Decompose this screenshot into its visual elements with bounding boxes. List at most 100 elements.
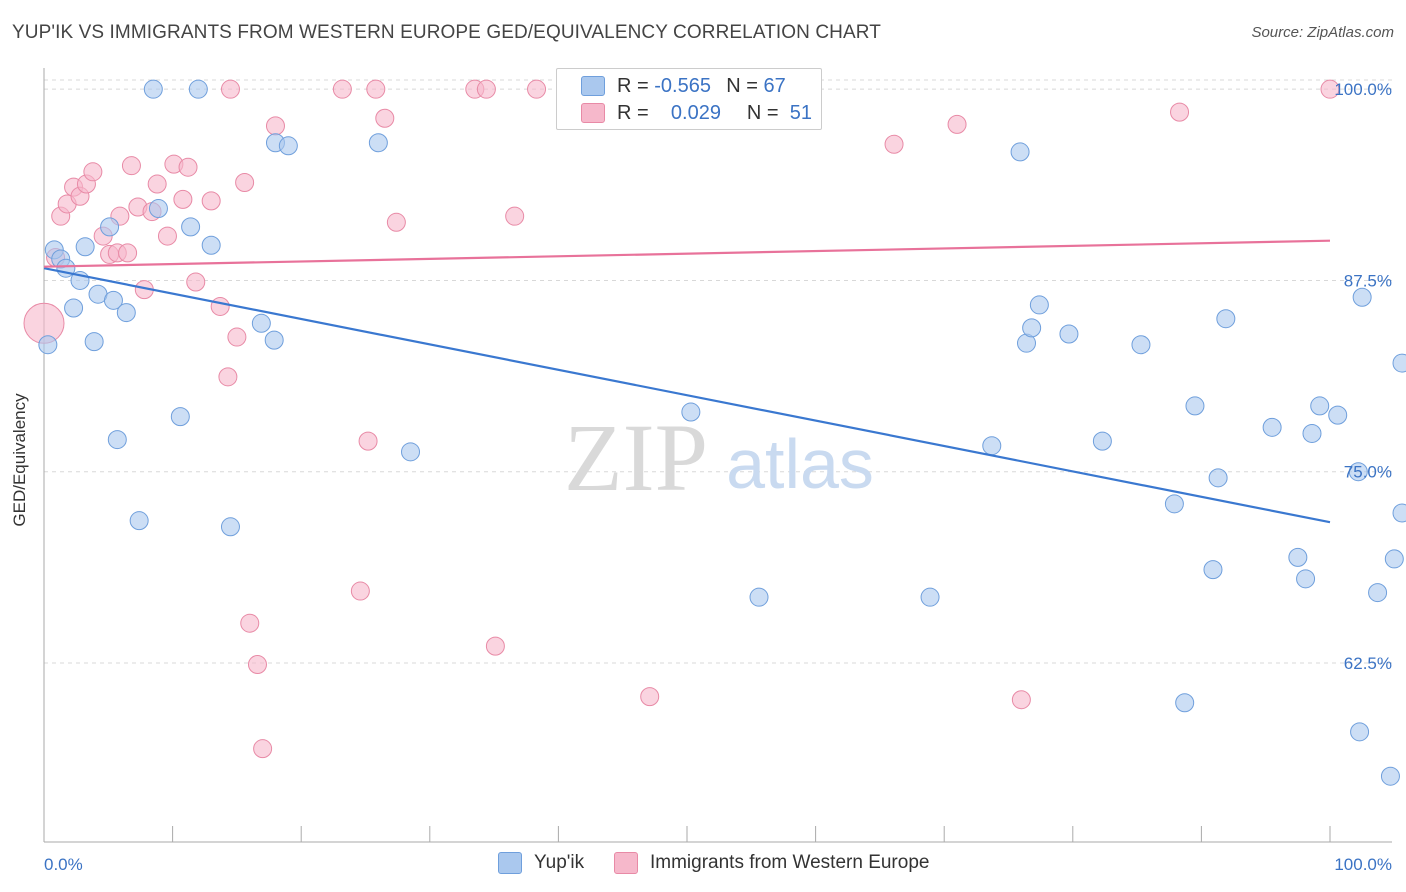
series-swatch-pink — [614, 852, 638, 874]
point-western-europe — [240, 613, 260, 633]
series-legend-label: Immigrants from Western Europe — [650, 852, 930, 873]
watermark-zip: ZIP — [564, 404, 708, 511]
point-yupik — [1175, 693, 1195, 713]
point-yupik — [1262, 417, 1282, 437]
point-western-europe — [253, 739, 273, 759]
legend-r-label: R = — [617, 74, 649, 97]
point-yupik — [1185, 396, 1205, 416]
series-legend-item-yupik: Yup'ik — [498, 852, 584, 874]
point-western-europe — [350, 581, 370, 601]
point-western-europe — [186, 272, 206, 292]
point-yupik — [220, 517, 240, 537]
point-western-europe — [118, 243, 138, 263]
chart-source: Source: ZipAtlas.com — [1251, 24, 1394, 41]
point-western-europe — [178, 157, 198, 177]
point-yupik — [278, 136, 298, 156]
point-western-europe — [527, 79, 547, 99]
point-western-europe — [485, 636, 505, 656]
point-yupik — [920, 587, 940, 607]
series-legend: Yup'ik Immigrants from Western Europe — [0, 852, 1406, 878]
point-yupik — [75, 237, 95, 257]
legend-n-value: 67 — [763, 74, 786, 97]
point-yupik — [368, 133, 388, 153]
point-western-europe — [332, 79, 352, 99]
y-tick-label: 100.0% — [1334, 80, 1392, 99]
point-yupik — [1203, 560, 1223, 580]
legend-r-label: R = — [617, 101, 649, 124]
point-western-europe — [83, 162, 103, 182]
point-yupik — [401, 442, 421, 462]
point-yupik — [103, 290, 123, 310]
y-tick-label: 75.0% — [1344, 463, 1392, 482]
data-points — [23, 79, 1406, 786]
legend-swatch-blue — [581, 76, 605, 96]
point-western-europe — [947, 114, 967, 134]
point-yupik — [1022, 318, 1042, 338]
point-yupik — [1092, 431, 1112, 451]
point-yupik — [1368, 583, 1388, 603]
point-yupik — [1302, 423, 1322, 443]
point-yupik — [1392, 353, 1406, 373]
trend-line-yupik — [43, 267, 1331, 524]
x-tick-label-min: 0.0% — [44, 855, 83, 874]
series-swatch-blue — [498, 852, 522, 874]
point-yupik — [251, 313, 271, 333]
point-western-europe — [235, 173, 255, 193]
point-yupik — [1380, 766, 1400, 786]
point-yupik — [1164, 494, 1184, 514]
point-western-europe — [358, 431, 378, 451]
point-yupik — [201, 235, 221, 255]
point-yupik — [1328, 405, 1348, 425]
legend-row-western-europe: R = 0.029 N = 51 — [581, 101, 812, 125]
point-western-europe — [1320, 79, 1340, 99]
point-western-europe — [366, 79, 386, 99]
point-western-europe — [640, 687, 660, 707]
axes — [43, 68, 1392, 843]
point-yupik — [1208, 468, 1228, 488]
point-yupik — [264, 330, 284, 350]
legend-row-yupik: R = -0.565 N = 67 — [581, 74, 786, 98]
point-yupik — [1010, 142, 1030, 162]
point-western-europe — [1170, 102, 1190, 122]
correlation-legend: R = -0.565 N = 67 R = 0.029 N = 51 — [556, 68, 822, 130]
legend-n-value: 51 — [789, 101, 812, 124]
point-yupik — [681, 402, 701, 422]
point-western-europe — [247, 655, 267, 675]
legend-n-label: N = — [746, 101, 779, 124]
grid — [44, 79, 1392, 664]
point-yupik — [1350, 722, 1370, 742]
point-western-europe — [121, 156, 141, 176]
point-yupik — [100, 217, 120, 237]
point-western-europe — [1011, 690, 1031, 710]
point-yupik — [143, 79, 163, 99]
point-yupik — [64, 298, 84, 318]
point-yupik — [749, 587, 769, 607]
point-western-europe — [386, 212, 406, 232]
watermark-atlas: atlas — [726, 425, 874, 503]
point-western-europe — [265, 116, 285, 136]
point-yupik — [181, 217, 201, 237]
point-western-europe — [884, 134, 904, 154]
point-yupik — [84, 332, 104, 352]
trend-line-western-europe — [43, 239, 1331, 268]
legend-r-value: 0.029 — [670, 101, 721, 124]
point-western-europe — [201, 191, 221, 211]
point-yupik — [148, 199, 168, 219]
point-western-europe — [210, 296, 230, 316]
point-yupik — [1392, 503, 1406, 523]
point-yupik — [38, 335, 58, 355]
point-western-europe — [218, 367, 238, 387]
series-legend-item-western-europe: Immigrants from Western Europe — [614, 852, 929, 874]
point-yupik — [1310, 396, 1330, 416]
point-yupik — [1131, 335, 1151, 355]
legend-r-value: -0.565 — [654, 74, 711, 97]
point-yupik — [1352, 287, 1372, 307]
point-yupik — [188, 79, 208, 99]
point-western-europe — [375, 108, 395, 128]
point-western-europe — [157, 226, 177, 246]
trend-lines — [43, 239, 1331, 524]
watermark: ZIP atlas — [564, 404, 874, 511]
point-yupik — [107, 430, 127, 450]
point-yupik — [1384, 549, 1404, 569]
